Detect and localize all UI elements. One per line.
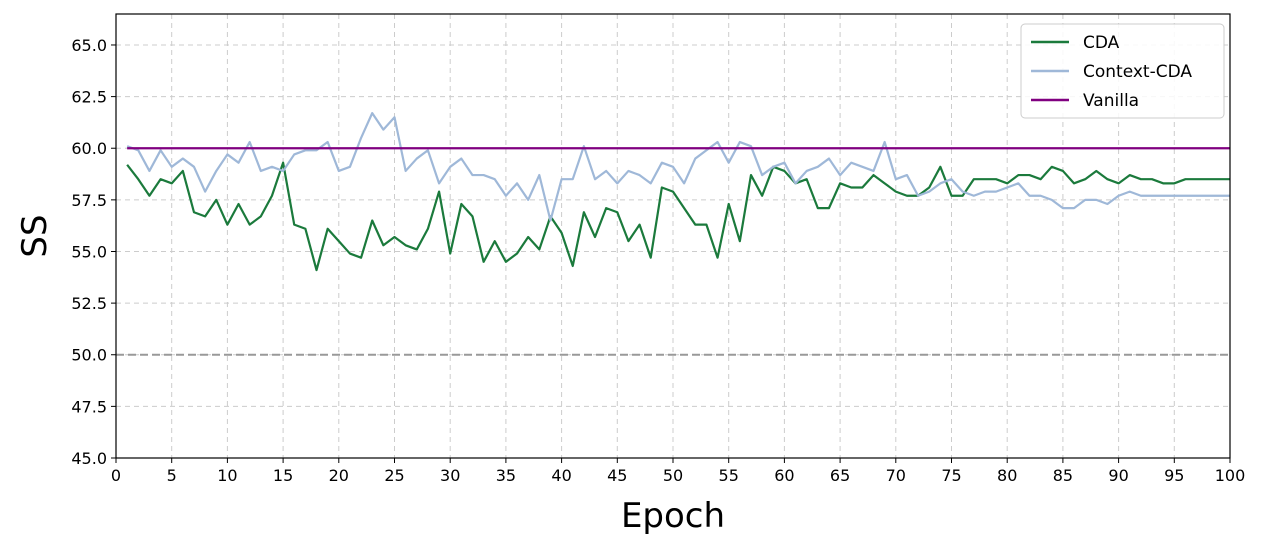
series-line-cda <box>126 161 1230 272</box>
x-tick-label: 5 <box>167 466 177 485</box>
y-axis-ticks: 45.0 47.5 50.0 52.5 55.0 57.5 60.0 62.5 65.0 <box>71 36 116 468</box>
x-tick-label: 40 <box>551 466 571 485</box>
y-tick-label: 52.5 <box>71 294 107 313</box>
x-tick-label: 90 <box>1108 466 1128 485</box>
x-axis-label: Epoch <box>621 496 725 536</box>
x-tick-label: 95 <box>1164 466 1184 485</box>
x-tick-label: 55 <box>719 466 739 485</box>
x-tick-label: 10 <box>217 466 237 485</box>
y-tick-label: 47.5 <box>71 397 107 416</box>
y-tick-label: 45.0 <box>71 449 107 468</box>
x-tick-label: 45 <box>607 466 627 485</box>
x-tick-label: 50 <box>663 466 683 485</box>
x-tick-label: 25 <box>384 466 404 485</box>
x-tick-label: 85 <box>1053 466 1073 485</box>
series-layer <box>126 112 1230 272</box>
x-tick-label: 80 <box>997 466 1017 485</box>
legend: CDA Context-CDA Vanilla <box>1020 23 1225 119</box>
x-tick-label: 70 <box>886 466 906 485</box>
x-tick-label: 20 <box>329 466 349 485</box>
y-tick-label: 50.0 <box>71 346 107 365</box>
x-axis-ticks: 0 5 10 15 20 25 30 35 40 45 50 55 60 65 70 75 80 85 90 95 10… <box>111 458 1245 485</box>
legend-label: Context-CDA <box>1083 62 1192 82</box>
legend-box <box>1020 23 1225 119</box>
x-tick-label: 15 <box>273 466 293 485</box>
x-tick-label: 35 <box>496 466 516 485</box>
y-tick-label: 65.0 <box>71 36 107 55</box>
x-tick-label: 75 <box>941 466 961 485</box>
x-tick-label: 60 <box>774 466 794 485</box>
x-tick-label: 100 <box>1215 466 1246 485</box>
y-axis-label: SS <box>15 214 55 257</box>
y-tick-label: 62.5 <box>71 88 107 107</box>
y-tick-label: 55.0 <box>71 242 107 261</box>
y-tick-label: 60.0 <box>71 139 107 158</box>
y-tick-label: 57.5 <box>71 191 107 210</box>
series-line-context-cda <box>126 112 1230 222</box>
x-tick-label: 65 <box>830 466 850 485</box>
x-tick-label: 0 <box>111 466 121 485</box>
legend-label: CDA <box>1083 33 1120 53</box>
legend-label: Vanilla <box>1083 91 1139 111</box>
x-tick-label: 30 <box>440 466 460 485</box>
